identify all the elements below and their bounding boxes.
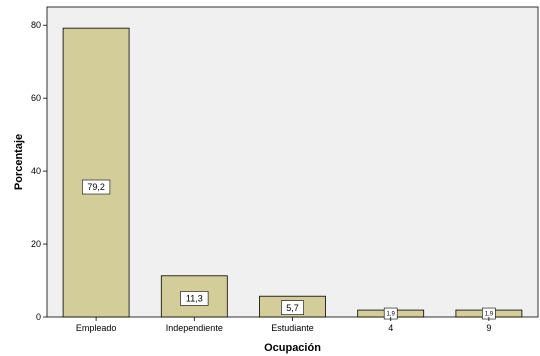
y-tick-label: 80 bbox=[31, 20, 41, 30]
x-tick-label: 4 bbox=[388, 323, 393, 333]
bar-series: 79,2 11,3 5,7 1,9 1,9 bbox=[62, 27, 523, 320]
x-axis-title: Ocupación bbox=[264, 342, 321, 354]
y-tick-label: 20 bbox=[31, 239, 41, 249]
x-axis: Empleado Independiente Estudiante 4 9 bbox=[76, 317, 491, 333]
data-label: 79,2 bbox=[87, 182, 105, 192]
bar bbox=[62, 27, 130, 318]
data-label: 1,9 bbox=[387, 312, 396, 318]
y-tick-label: 0 bbox=[36, 312, 41, 322]
x-tick-label: 9 bbox=[486, 323, 491, 333]
x-tick-label: Estudiante bbox=[271, 323, 314, 333]
y-axis-title: Porcentaje bbox=[13, 134, 25, 190]
x-tick-label: Empleado bbox=[76, 323, 117, 333]
x-tick-label: Independiente bbox=[166, 323, 223, 333]
data-label-box bbox=[180, 291, 209, 306]
data-label-box bbox=[281, 300, 304, 315]
data-label: 1,9 bbox=[485, 312, 494, 318]
y-tick-label: 40 bbox=[31, 166, 41, 176]
y-tick-label: 60 bbox=[31, 93, 41, 103]
data-label: 11,3 bbox=[186, 294, 203, 304]
data-label-box bbox=[82, 179, 111, 195]
y-axis: 0 20 40 60 80 bbox=[31, 20, 47, 322]
data-label: 5,7 bbox=[286, 303, 299, 313]
